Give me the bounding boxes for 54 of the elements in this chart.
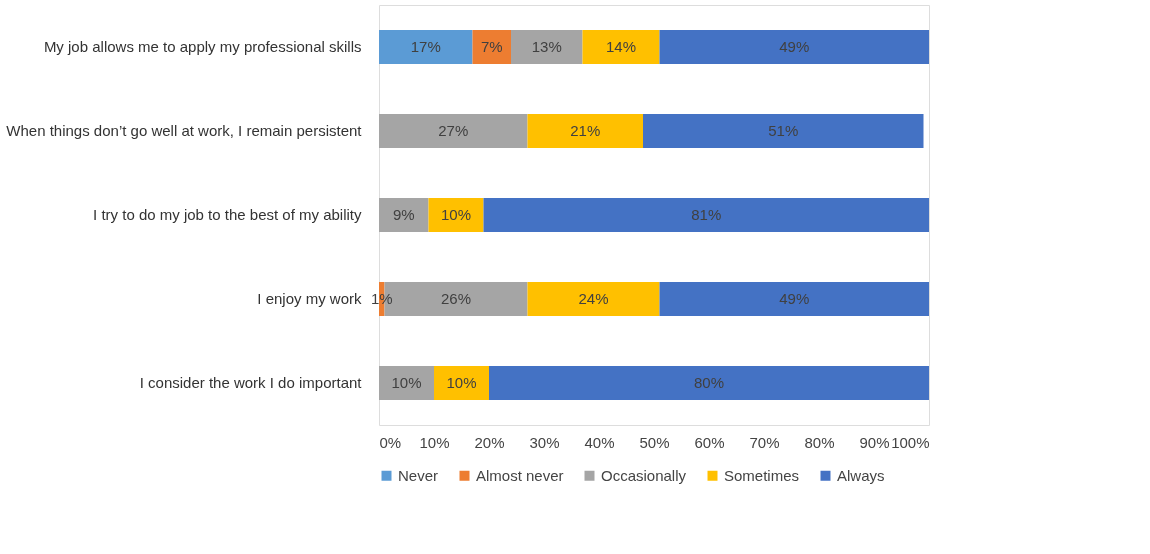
bar: [483, 198, 929, 232]
x-tick-label: 40%: [584, 433, 615, 451]
data-label: 80%: [693, 374, 725, 391]
legend-label: Occasionally: [601, 466, 687, 484]
x-tick-label: 30%: [529, 433, 560, 451]
data-label: 9%: [392, 206, 415, 223]
data-label: 10%: [440, 206, 472, 223]
bar: [379, 198, 429, 232]
data-label: 51%: [768, 122, 799, 139]
bar: [643, 114, 924, 148]
x-tick-label: 70%: [749, 433, 780, 451]
data-label: 10%: [391, 374, 422, 391]
bar: [659, 282, 929, 316]
data-label: 49%: [779, 290, 810, 307]
y-tick-label: I consider the work I do important: [139, 374, 363, 391]
x-tick-label: 60%: [694, 433, 725, 451]
y-tick-label: I enjoy my work: [257, 290, 362, 307]
y-tick-label: My job allows me to apply my professional skills: [43, 38, 362, 55]
data-label: 10%: [446, 374, 477, 391]
data-label: 7%: [480, 38, 503, 55]
bar: [582, 30, 660, 64]
legend-label: Sometimes: [724, 466, 800, 484]
bar: [379, 30, 473, 64]
x-tick-label: 90%: [859, 433, 890, 451]
data-label: 49%: [779, 38, 810, 55]
x-tick-label: 100%: [891, 433, 930, 451]
x-tick-label: 0%: [379, 433, 402, 451]
x-tick-label: 20%: [474, 433, 505, 451]
x-tick-label: 50%: [639, 433, 670, 451]
bar: [428, 198, 484, 232]
data-label: 21%: [570, 122, 601, 139]
bar: [379, 366, 434, 400]
bar: [379, 114, 528, 148]
bar: [511, 30, 583, 64]
data-label: 27%: [438, 122, 469, 139]
bar: [489, 366, 929, 400]
data-label: 17%: [410, 38, 441, 55]
legend-label: Never: [398, 466, 439, 484]
bar: [472, 30, 511, 64]
x-tick-label: 80%: [804, 433, 835, 451]
data-label: 81%: [691, 206, 722, 223]
data-label: 14%: [605, 38, 637, 55]
legend-label: Always: [837, 466, 885, 484]
bar: [527, 114, 643, 148]
bar: [659, 30, 929, 64]
data-label: 24%: [578, 290, 609, 307]
data-label: 26%: [440, 290, 472, 307]
bar: [527, 282, 660, 316]
data-label: 13%: [531, 38, 562, 55]
y-tick-label: I try to do my job to the best of my ability: [93, 206, 362, 223]
bar: [434, 366, 489, 400]
y-tick-label: When things don’t go well at work, I remain persistent: [6, 122, 363, 139]
x-tick-label: 10%: [419, 433, 450, 451]
legend-label: Almost never: [476, 466, 564, 484]
